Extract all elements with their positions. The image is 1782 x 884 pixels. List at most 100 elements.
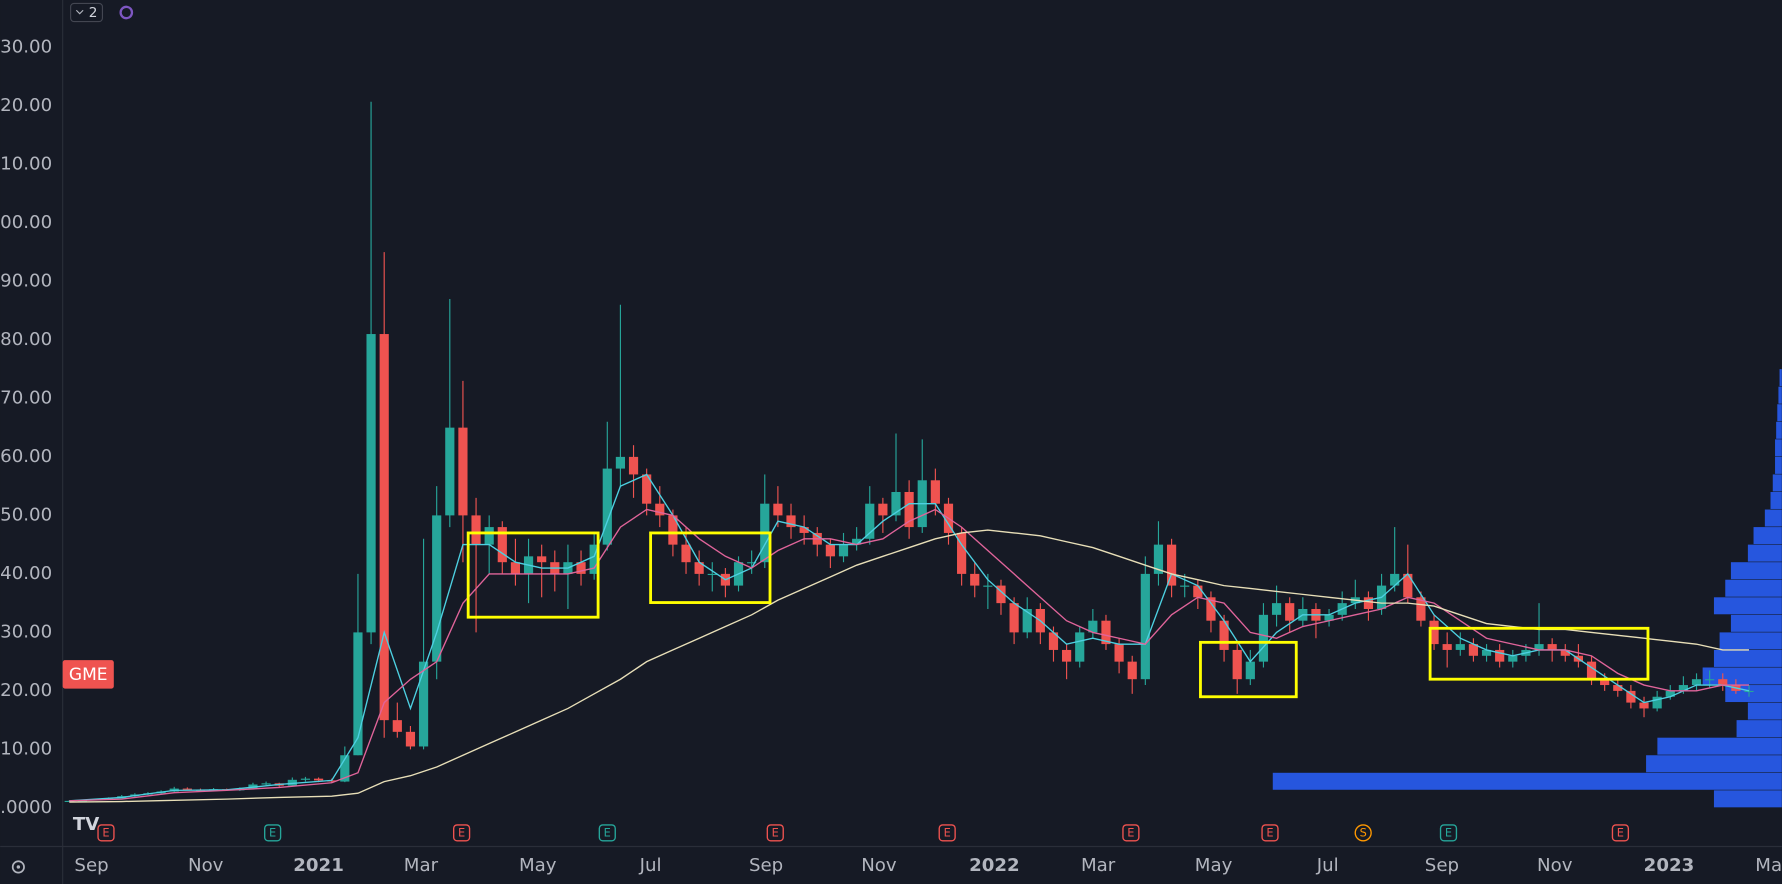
candle-body (313, 778, 324, 781)
candle-body (392, 720, 402, 732)
candle-body (707, 573, 717, 576)
candle-body (445, 427, 455, 516)
candle-body (1639, 702, 1649, 709)
volume-profile-bar (1713, 790, 1782, 808)
candle-body (1180, 585, 1190, 587)
y-tick-label: 30.00 (0, 36, 52, 57)
candle-body (1219, 620, 1229, 650)
candle-body (379, 334, 389, 721)
candle-body (642, 474, 652, 504)
volume-profile-bar (1764, 509, 1782, 527)
volume-profile-bar (1747, 702, 1782, 720)
x-tick-label: 2022 (969, 855, 1020, 876)
y-tick-label: 90.00 (0, 270, 52, 291)
x-tick-label: Nov (861, 855, 897, 876)
candle-body (786, 515, 796, 528)
candle-body (589, 544, 599, 574)
event-label: S (1360, 825, 1367, 839)
volume-profile-bar (1776, 421, 1782, 439)
volume-profile-bar (1730, 614, 1782, 632)
candle-body (747, 562, 757, 564)
candle-body (1744, 690, 1754, 693)
candle-body (261, 783, 271, 785)
candle-body (878, 503, 888, 516)
candle-body (1285, 603, 1295, 621)
y-tick-label: .0000 (0, 797, 52, 818)
candle-body (1626, 690, 1636, 703)
candle-body (497, 527, 507, 563)
event-label: E (102, 825, 109, 839)
highlight-box (1428, 626, 1650, 681)
event-marker (1122, 824, 1140, 842)
candle-body (287, 779, 297, 786)
candle-body (418, 661, 429, 747)
moving-average-line (69, 473, 1750, 802)
event-label: E (1266, 825, 1273, 839)
event-label: E (1617, 825, 1624, 839)
candle-body (1455, 644, 1465, 650)
legend-badge[interactable] (70, 2, 104, 23)
candle-body (1718, 679, 1728, 686)
volume-profile-bar (1730, 562, 1782, 580)
event-marker (1439, 824, 1458, 842)
moving-average-line (69, 529, 1749, 803)
candle-body (1140, 573, 1150, 680)
volume-profile-bar (1779, 369, 1782, 387)
x-tick-label: Sep (74, 855, 108, 876)
candle-body (366, 334, 376, 633)
event-label: E (458, 825, 465, 839)
candle-body (1691, 679, 1702, 686)
y-tick-label: 30.00 (0, 621, 52, 642)
event-marker (1354, 824, 1372, 842)
candle-body (1101, 620, 1111, 645)
candle-body (432, 515, 442, 662)
x-tick-label: 2023 (1644, 855, 1695, 876)
event-label: E (604, 825, 611, 839)
y-tick-label: 10.00 (0, 153, 52, 174)
candle-body (1416, 597, 1426, 621)
volume-profile-bar (1657, 737, 1782, 755)
candle-body (458, 427, 468, 516)
event-marker (766, 824, 784, 842)
volume-profile-bar (1713, 597, 1782, 615)
event-marker (264, 824, 282, 842)
candle-body (1390, 573, 1400, 586)
candle-body (1075, 632, 1085, 662)
x-tick-label: Mar (1081, 855, 1116, 876)
candle-body (1534, 644, 1544, 650)
candle-body (1088, 620, 1098, 633)
candle-body (1429, 620, 1439, 645)
candle-body (340, 755, 350, 782)
volume-profile-bar (1272, 772, 1782, 790)
y-tick-label: 10.00 (0, 738, 52, 759)
candle-body (681, 544, 691, 563)
x-tick-label: Sep (1425, 855, 1459, 876)
candle-body (838, 544, 849, 557)
candle-body (1613, 685, 1623, 691)
candle-body (904, 491, 914, 528)
volume-profile-bar (1777, 404, 1782, 422)
volume-profile-bar (1775, 456, 1782, 474)
event-label: E (944, 825, 951, 839)
candle-body (1048, 632, 1059, 650)
chevron-icon (75, 9, 84, 15)
candle-body (628, 456, 639, 475)
logo[interactable]: TV (73, 814, 99, 835)
settings-icon[interactable] (11, 860, 25, 874)
candle-body (1324, 614, 1334, 621)
x-tick-label: 2021 (293, 855, 344, 876)
highlight-box (466, 531, 600, 619)
volume-profile-bar (1702, 667, 1782, 685)
candle-body (1665, 690, 1675, 697)
x-tick-label: Sep (749, 855, 783, 876)
candle-body (996, 585, 1006, 604)
x-tick-label: May (519, 855, 557, 876)
candle-body (1206, 597, 1216, 621)
candle-body (510, 562, 521, 574)
y-tick-label: 20.00 (0, 680, 52, 701)
x-tick-label: Jul (1316, 855, 1339, 876)
status-icon[interactable] (119, 5, 134, 20)
candle-body (484, 527, 494, 545)
event-marker (1261, 824, 1279, 842)
